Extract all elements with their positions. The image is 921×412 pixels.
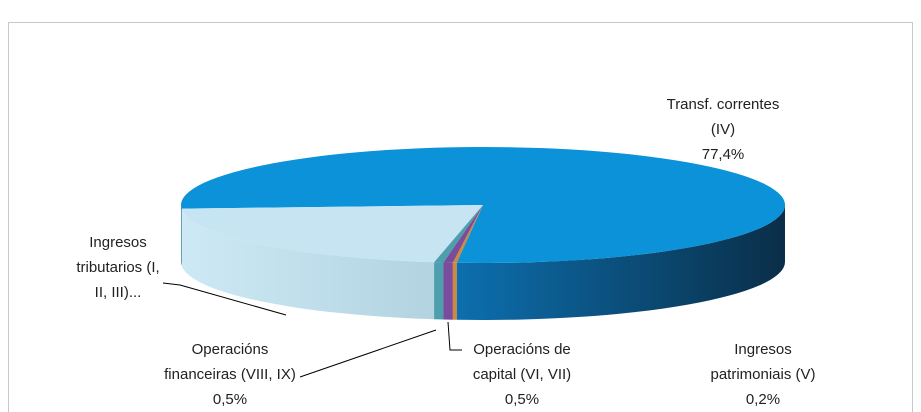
leader-line: [447, 321, 462, 351]
frame: [8, 22, 913, 412]
leader-line: [179, 284, 287, 316]
slice-side: [443, 262, 453, 320]
value-label: 0,5%: [504, 391, 540, 408]
category-label: Operacións financeiras (VIII, IX): [164, 341, 296, 383]
value-label: 77,4%: [701, 146, 745, 163]
value-label: 0,2%: [745, 391, 781, 408]
category-label: Transf. correntes (IV): [666, 96, 780, 138]
pie: [181, 146, 785, 320]
leader-line: [299, 329, 437, 378]
slice-side: [456, 205, 785, 320]
leader-line: [162, 282, 181, 286]
slice-side: [181, 208, 435, 320]
slice: [181, 205, 483, 263]
slice-label: Operacións de capital (VI, VII) 0,5%: [473, 337, 571, 412]
slice-side: [181, 205, 182, 266]
value-label: 0,5%: [212, 391, 248, 408]
slice-side: [452, 262, 457, 320]
category-label: Operacións de capital (VI, VII): [472, 341, 572, 383]
slice-side: [434, 262, 444, 320]
category-label: Ingresos patrimoniais (V): [710, 341, 816, 383]
category-label: Ingresos tributarios (I, II, III)...: [76, 234, 160, 301]
slice-label: Transf. correntes (IV) 77,4%: [667, 92, 780, 167]
slice-label: Ingresos tributarios (I, II, III)...: [76, 230, 159, 305]
slice: [434, 205, 483, 263]
slice: [443, 205, 483, 263]
slice-label: Operacións financeiras (VIII, IX) 0,5%: [164, 337, 296, 412]
slice: [452, 205, 483, 263]
slice-label: Ingresos patrimoniais (V) 0,2%: [710, 337, 815, 412]
